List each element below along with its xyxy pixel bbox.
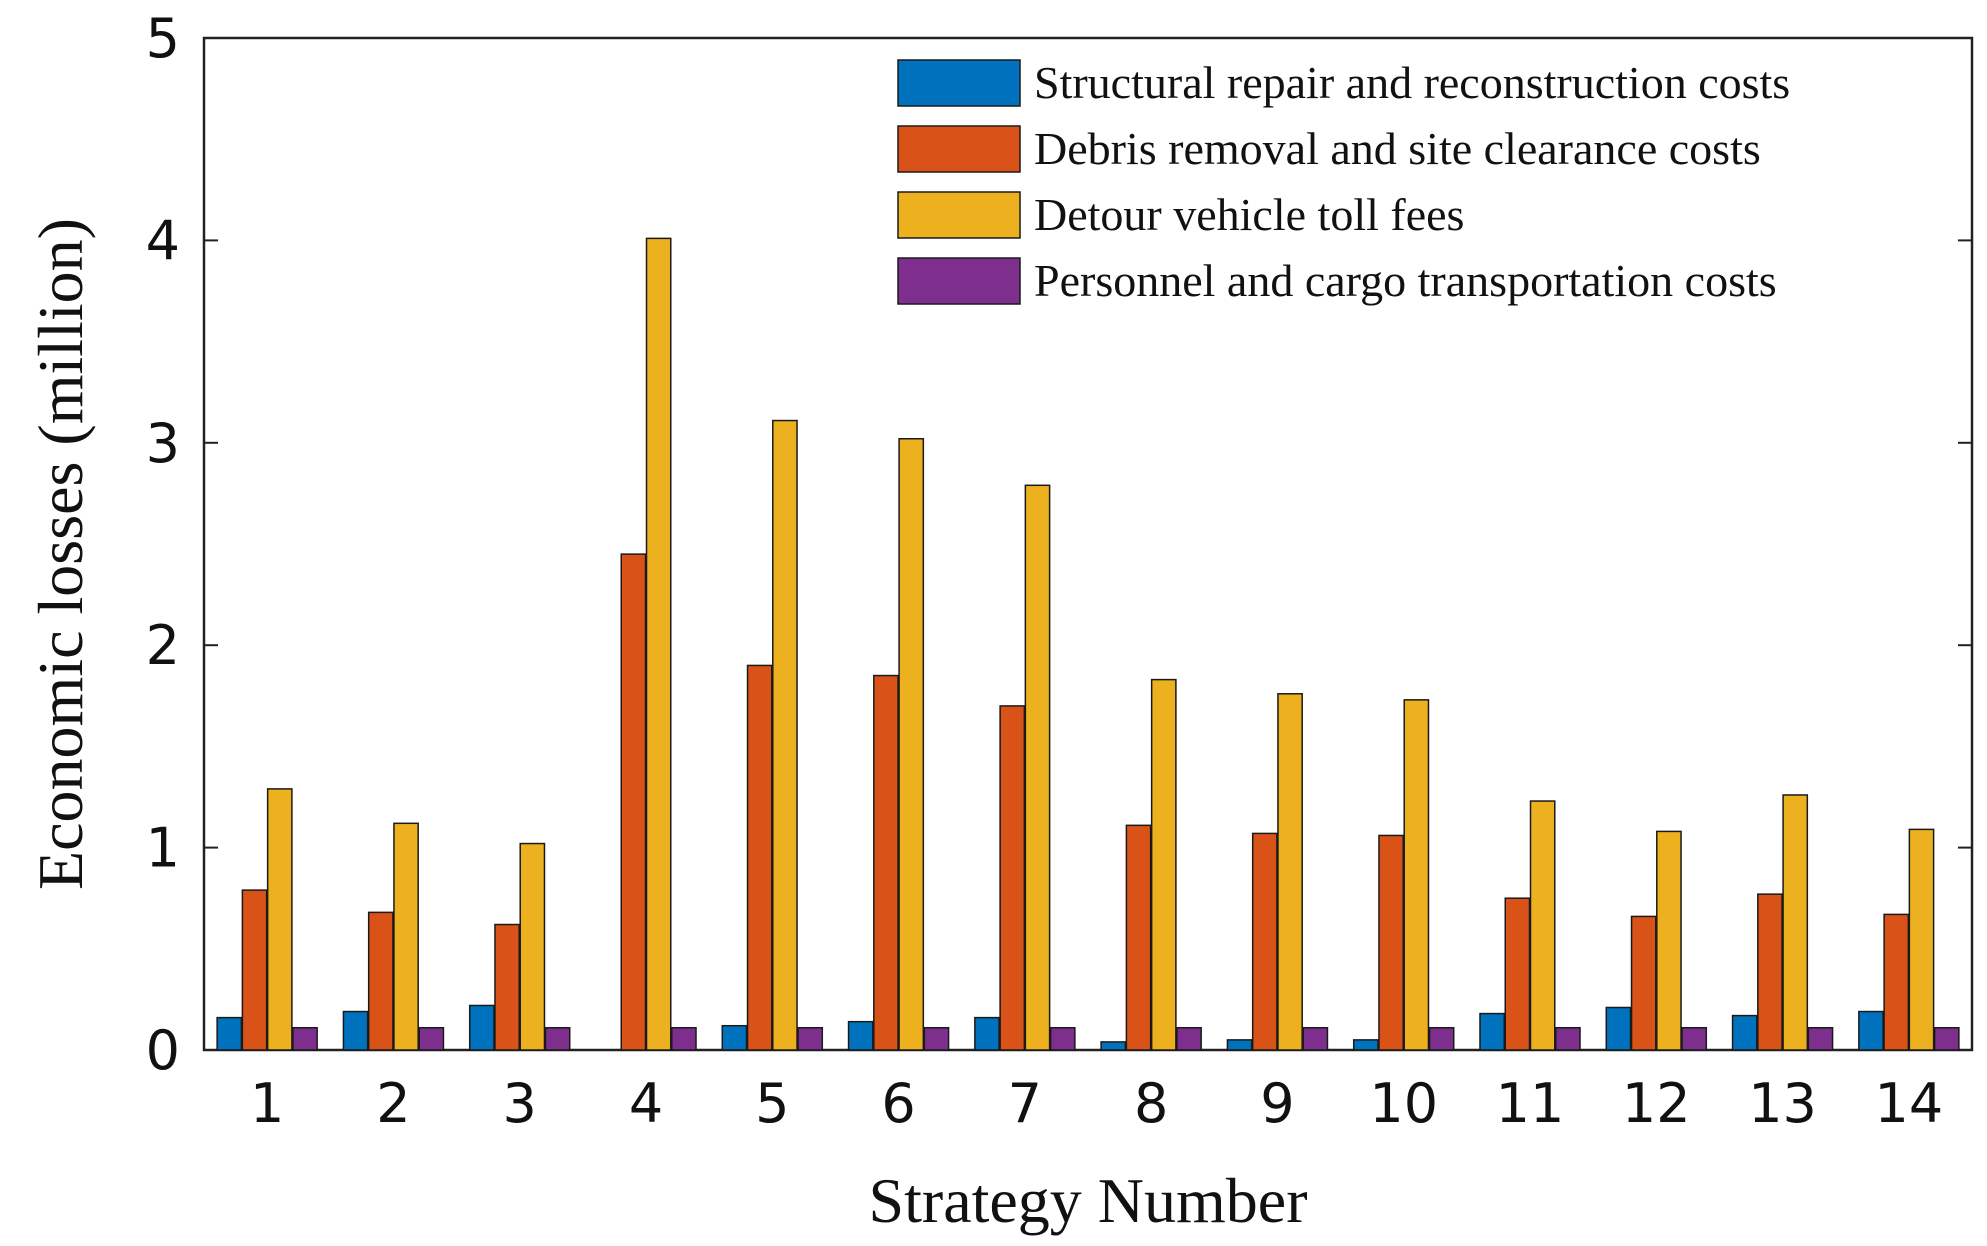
x-tick-label: 7: [1008, 1072, 1042, 1135]
x-tick-label: 4: [629, 1072, 663, 1135]
y-tick-label: 4: [146, 209, 180, 272]
legend-label-3: Detour vehicle toll fees: [1034, 189, 1464, 240]
bar-s3-c7: [1024, 484, 1051, 1051]
bar-s3-c5: [772, 419, 798, 1051]
bar-s2-c9: [1251, 832, 1278, 1051]
bar-s4-c6: [923, 1026, 950, 1051]
bar-s3-c1: [266, 788, 293, 1051]
bar-s3-c14: [1908, 828, 1935, 1051]
bar-s4-c3: [544, 1026, 571, 1051]
legend-swatch-3: [897, 191, 1021, 239]
bar-s4-c13: [1807, 1026, 1834, 1051]
x-tick-label: 10: [1369, 1072, 1438, 1135]
bar-s3-c3: [519, 842, 546, 1051]
bar-s4-c11: [1555, 1026, 1581, 1051]
bar-s4-c10: [1428, 1026, 1455, 1051]
bar-s1-c2: [342, 1010, 369, 1051]
bar-s4-c14: [1933, 1026, 1960, 1051]
bar-s4-c5: [797, 1026, 824, 1051]
bar-s4-c1: [292, 1026, 318, 1051]
x-tick-label: 3: [503, 1072, 537, 1135]
bar-s3-c9: [1277, 693, 1303, 1051]
bar-s3-c12: [1656, 830, 1682, 1051]
bar-s3-c10: [1403, 699, 1430, 1051]
bar-s2-c4: [620, 553, 647, 1051]
legend-box: [888, 50, 1776, 320]
bar-s1-c14: [1858, 1010, 1884, 1051]
bar-s3-c4: [645, 237, 672, 1051]
legend-swatch-4: [897, 257, 1021, 305]
bar-s3-c6: [898, 438, 925, 1051]
x-tick-label: 11: [1496, 1072, 1565, 1135]
bar-s2-c13: [1757, 893, 1783, 1051]
x-tick-label: 9: [1260, 1072, 1294, 1135]
bar-s1-c8: [1100, 1041, 1127, 1051]
y-tick-label: 1: [146, 817, 180, 880]
x-tick-label: 6: [881, 1072, 915, 1135]
bar-s4-c9: [1302, 1026, 1329, 1051]
legend-swatch-2: [897, 125, 1021, 173]
bar-s2-c2: [367, 911, 394, 1051]
bar-s1-c7: [974, 1016, 1000, 1051]
bar-s2-c7: [999, 705, 1026, 1051]
legend: Structural repair and reconstruction cos…: [888, 50, 1790, 320]
bar-s4-c2: [418, 1026, 445, 1051]
y-tick-label: 2: [146, 614, 180, 677]
bar-s2-c10: [1378, 834, 1404, 1051]
x-tick-label: 2: [376, 1072, 410, 1135]
bar-s1-c11: [1479, 1012, 1505, 1051]
bar-s2-c6: [873, 674, 899, 1051]
y-axis-title: Economic losses (million): [25, 218, 96, 890]
x-tick-label: 8: [1134, 1072, 1168, 1135]
bar-s1-c1: [216, 1016, 243, 1051]
bar-s3-c11: [1529, 800, 1556, 1051]
bar-s1-c10: [1352, 1039, 1379, 1051]
bar-s1-c5: [721, 1024, 748, 1051]
legend-label-2: Debris removal and site clearance costs: [1034, 123, 1761, 174]
y-tick-label: 0: [146, 1019, 180, 1082]
plot-frame: [202, 36, 1974, 1052]
bar-s2-c5: [746, 664, 773, 1051]
bar-s1-c6: [847, 1020, 874, 1051]
x-tick-label: 13: [1748, 1072, 1817, 1135]
bar-s1-c9: [1226, 1039, 1253, 1051]
x-tick-label: 14: [1874, 1072, 1943, 1135]
bar-s2-c8: [1125, 824, 1152, 1051]
x-tick-label: 5: [755, 1072, 789, 1135]
bar-s4-c12: [1681, 1026, 1708, 1051]
legend-swatch-1: [897, 59, 1021, 107]
legend-label-4: Personnel and cargo transportation costs: [1034, 255, 1777, 306]
x-axis-title: Strategy Number: [869, 1165, 1308, 1236]
bar-s2-c14: [1883, 913, 1910, 1051]
bar-s1-c13: [1731, 1014, 1758, 1051]
y-tick-label: 5: [146, 7, 180, 70]
bars: [216, 237, 1960, 1051]
bar-s4-c7: [1049, 1026, 1076, 1051]
bar-s2-c3: [494, 923, 520, 1051]
bar-s1-c12: [1605, 1006, 1632, 1051]
legend-label-1: Structural repair and reconstruction cos…: [1034, 57, 1790, 108]
bar-s3-c2: [393, 822, 419, 1051]
bar-s1-c3: [468, 1004, 495, 1051]
y-tick-label: 3: [146, 412, 180, 475]
bar-s4-c8: [1176, 1026, 1202, 1051]
bar-s4-c4: [671, 1026, 697, 1051]
bar-s2-c1: [241, 889, 268, 1051]
bar-s3-c8: [1150, 678, 1177, 1051]
bar-s2-c12: [1630, 915, 1657, 1051]
x-tick-label: 12: [1622, 1072, 1691, 1135]
x-tick-label: 1: [250, 1072, 284, 1135]
bar-s3-c13: [1782, 794, 1809, 1051]
bar-s2-c11: [1504, 897, 1531, 1051]
